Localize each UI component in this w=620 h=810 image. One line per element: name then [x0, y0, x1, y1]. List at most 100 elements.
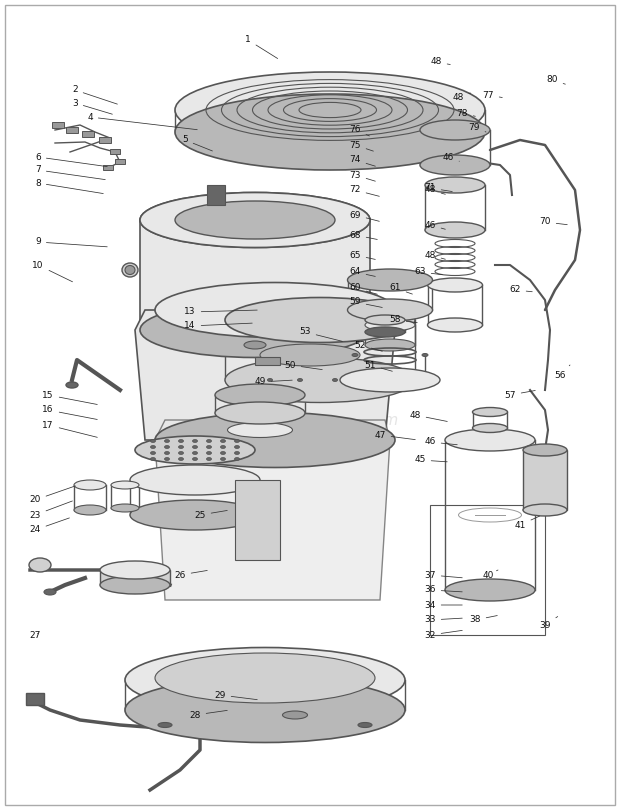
Text: 71: 71 — [424, 184, 452, 193]
Text: 41: 41 — [515, 516, 539, 530]
Ellipse shape — [125, 677, 405, 743]
Polygon shape — [140, 220, 370, 330]
Text: 73: 73 — [349, 170, 375, 181]
Bar — [82, 131, 94, 137]
Ellipse shape — [179, 458, 184, 461]
Text: 52: 52 — [354, 340, 383, 352]
Bar — [523, 450, 567, 510]
Text: 8: 8 — [35, 178, 104, 194]
Text: 64: 64 — [349, 267, 375, 276]
Text: 24: 24 — [29, 518, 69, 535]
Ellipse shape — [140, 193, 370, 248]
Ellipse shape — [140, 302, 370, 357]
Ellipse shape — [365, 339, 415, 351]
Bar — [207, 185, 225, 205]
Ellipse shape — [234, 458, 239, 461]
Ellipse shape — [352, 353, 358, 356]
Ellipse shape — [298, 378, 303, 382]
Ellipse shape — [425, 222, 485, 238]
Text: 40: 40 — [482, 570, 498, 579]
Ellipse shape — [340, 368, 440, 392]
Text: 80: 80 — [546, 75, 565, 84]
Ellipse shape — [151, 458, 156, 461]
Text: 6: 6 — [35, 152, 107, 167]
Text: 23: 23 — [29, 501, 73, 519]
Text: 48: 48 — [409, 411, 447, 421]
Ellipse shape — [151, 451, 156, 454]
Polygon shape — [155, 420, 390, 600]
Text: 1: 1 — [245, 36, 278, 58]
Ellipse shape — [140, 193, 370, 248]
Ellipse shape — [164, 440, 169, 442]
Text: 3: 3 — [72, 99, 112, 114]
Text: 29: 29 — [215, 690, 257, 700]
Text: 57: 57 — [504, 390, 535, 399]
Bar — [255, 357, 280, 365]
Text: 36: 36 — [424, 586, 463, 595]
Text: 72: 72 — [349, 185, 379, 196]
Text: 46: 46 — [424, 220, 445, 229]
Bar — [115, 159, 125, 164]
Ellipse shape — [206, 440, 211, 442]
Polygon shape — [100, 570, 170, 585]
Ellipse shape — [100, 561, 170, 579]
Ellipse shape — [428, 278, 482, 292]
Ellipse shape — [130, 500, 260, 530]
Text: 75: 75 — [349, 140, 373, 151]
Text: 49: 49 — [254, 377, 292, 386]
Text: 68: 68 — [349, 231, 378, 240]
Text: 58: 58 — [389, 316, 417, 325]
Ellipse shape — [125, 647, 405, 713]
Text: 38: 38 — [469, 616, 497, 625]
Text: 74: 74 — [349, 156, 375, 166]
Ellipse shape — [244, 341, 266, 349]
Text: 9: 9 — [35, 237, 107, 247]
Bar — [103, 165, 113, 170]
Ellipse shape — [192, 440, 198, 442]
Ellipse shape — [225, 357, 415, 403]
Text: 34: 34 — [424, 600, 463, 609]
Bar — [66, 127, 78, 133]
Ellipse shape — [179, 446, 184, 449]
Ellipse shape — [234, 440, 239, 442]
Ellipse shape — [347, 269, 433, 291]
Ellipse shape — [523, 504, 567, 516]
Ellipse shape — [192, 446, 198, 449]
Ellipse shape — [164, 451, 169, 454]
Text: 25: 25 — [194, 510, 228, 519]
Ellipse shape — [221, 446, 226, 449]
Ellipse shape — [179, 451, 184, 454]
Text: 5: 5 — [182, 135, 213, 151]
Ellipse shape — [135, 436, 255, 464]
Text: 32: 32 — [424, 630, 463, 640]
Ellipse shape — [425, 177, 485, 193]
Text: 15: 15 — [42, 390, 97, 404]
Ellipse shape — [420, 155, 490, 175]
Text: 50: 50 — [284, 360, 322, 369]
Text: 10: 10 — [32, 261, 73, 282]
Ellipse shape — [358, 723, 372, 727]
Ellipse shape — [151, 440, 156, 442]
Bar — [235, 480, 280, 560]
Bar — [99, 137, 111, 143]
Text: 13: 13 — [184, 308, 257, 317]
Text: 39: 39 — [539, 616, 557, 629]
Ellipse shape — [155, 412, 395, 467]
Ellipse shape — [445, 579, 535, 601]
Text: 20: 20 — [29, 486, 76, 505]
Text: 56: 56 — [554, 365, 570, 380]
Ellipse shape — [158, 723, 172, 727]
Ellipse shape — [192, 451, 198, 454]
Text: 59: 59 — [349, 297, 383, 308]
Text: 65: 65 — [349, 250, 375, 259]
Text: 47: 47 — [374, 430, 415, 440]
Ellipse shape — [164, 458, 169, 461]
Bar — [430, 505, 545, 635]
Text: 48: 48 — [430, 58, 450, 66]
Ellipse shape — [283, 711, 308, 719]
Text: 16: 16 — [42, 406, 97, 420]
Ellipse shape — [164, 446, 169, 449]
Ellipse shape — [472, 424, 508, 433]
Text: 2: 2 — [72, 86, 117, 104]
Text: 48: 48 — [453, 93, 471, 103]
